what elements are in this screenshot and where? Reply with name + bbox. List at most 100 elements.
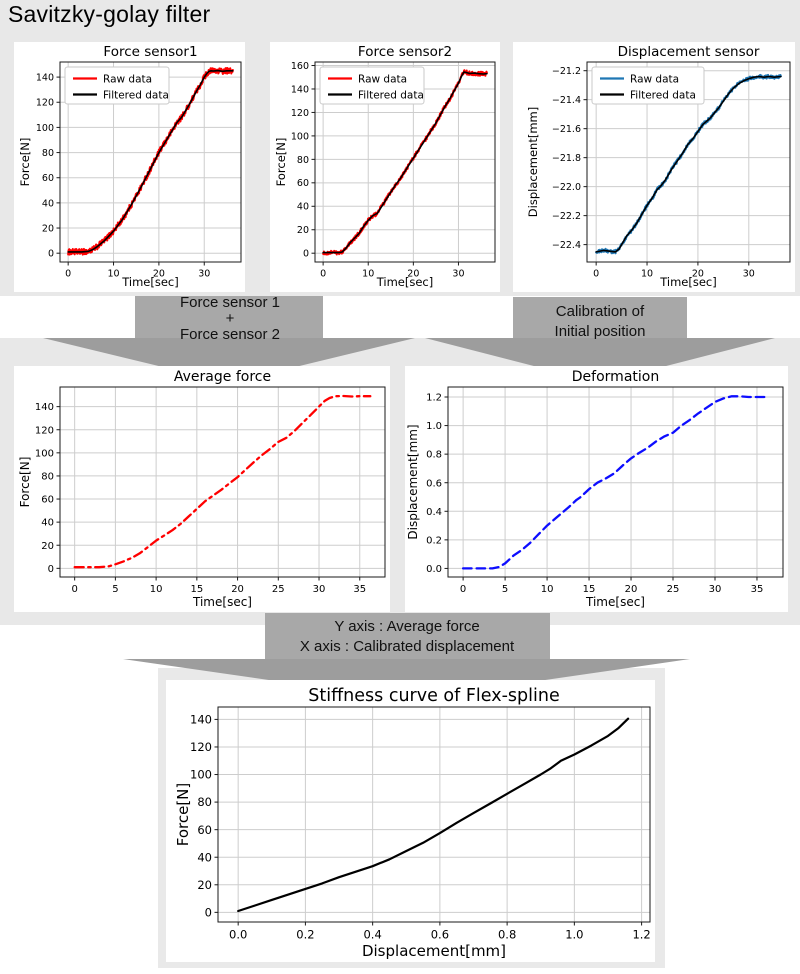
- arrow-sum-label: Force sensor 1 + Force sensor 2: [179, 294, 281, 343]
- arrow-cal-shape: [425, 297, 775, 383]
- y-tick-label: 0.8: [426, 450, 442, 461]
- y-tick-label: 60: [41, 495, 54, 506]
- stiffness-curve-chart: 0.0 0.2 0.4 0.6 0.8 1.0 1.2 0 20 40 60 80 100 120 140 S…: [174, 686, 651, 960]
- y-tick-label: 60: [42, 173, 54, 184]
- y-tick-label: 100: [35, 448, 54, 459]
- deformation-series-deformation: [461, 395, 770, 570]
- x-tick-label: 20: [692, 269, 704, 280]
- x-tick-label: 20: [625, 584, 638, 595]
- y-tick-label: 40: [42, 198, 54, 209]
- y-axis-label: Force[N]: [18, 138, 32, 187]
- y-axis-label: Displacement[mm]: [526, 107, 540, 217]
- x-tick-label: 0.2: [296, 928, 314, 942]
- y-tick-label: −22.2: [552, 211, 581, 222]
- chart-title: Average force: [174, 369, 271, 385]
- chart-title: Stiffness curve of Flex-spline: [308, 686, 559, 706]
- force-sensor1-figure: 0 10 20 30 0 20 40 60 80 100 120 140 Force sensor1 Ti…: [14, 42, 245, 292]
- force-sensor1-series-filtered-data: [67, 69, 234, 253]
- y-tick-label: 20: [297, 225, 309, 236]
- y-tick-label: −21.4: [552, 95, 581, 106]
- arrow-map-body: [265, 613, 550, 659]
- x-tick-label: 5: [502, 584, 508, 595]
- y-tick-label: 0.2: [426, 535, 442, 546]
- y-tick-label: 100: [36, 123, 54, 134]
- arrow-cal-polygon: [425, 297, 775, 383]
- x-tick-label: 1.2: [632, 928, 650, 942]
- stiffness-curve-series-stiffness: [237, 717, 630, 913]
- stiffness-curve-figure: 0.0 0.2 0.4 0.6 0.8 1.0 1.2 0 20 40 60 80 100 120 140 S…: [166, 680, 655, 962]
- x-tick-label: 35: [353, 584, 366, 595]
- y-tick-label: 20: [42, 223, 54, 234]
- y-axis-label: Force[N]: [274, 138, 288, 187]
- y-tick-label: 0.0: [426, 564, 442, 575]
- x-tick-label: 15: [190, 584, 203, 595]
- force-sensor2-figure: 0 10 20 30 0 20 40 60 80 100 120 140 160 Force sensor…: [270, 42, 500, 292]
- chart-title: Deformation: [572, 369, 659, 385]
- y-axis-label: Displacement[mm]: [406, 424, 420, 539]
- chart-title: Force sensor1: [103, 44, 197, 60]
- y-tick-label: 0.4: [426, 507, 442, 518]
- legend-label: Raw data: [358, 73, 407, 85]
- x-tick-label: 15: [583, 584, 596, 595]
- force-sensor1-chart: 0 10 20 30 0 20 40 60 80 100 120 140 Force sensor1 Ti…: [18, 44, 242, 289]
- x-tick-label: 0.0: [229, 928, 247, 942]
- force-sensor1-series-raw-data: [67, 66, 234, 256]
- y-tick-label: 140: [36, 73, 54, 84]
- y-tick-label: 80: [197, 795, 212, 809]
- y-tick-label: 40: [297, 202, 309, 213]
- plot-border: [217, 706, 651, 923]
- arrow-sum-body: [135, 296, 323, 338]
- plot-border: [586, 61, 791, 263]
- y-tick-label: 80: [297, 155, 309, 166]
- x-tick-label: 0: [65, 269, 71, 280]
- y-tick-label: −21.2: [552, 66, 581, 77]
- y-axis-label: Force[N]: [18, 457, 32, 508]
- y-tick-label: 1.2: [426, 393, 442, 404]
- y-tick-label: 120: [36, 98, 54, 109]
- legend-label: Raw data: [103, 73, 152, 85]
- y-tick-label: 60: [197, 823, 212, 837]
- y-tick-label: 0: [48, 564, 54, 575]
- x-tick-label: 0.8: [498, 928, 516, 942]
- x-tick-label: 0: [71, 584, 77, 595]
- y-tick-label: 120: [190, 740, 212, 754]
- deformation-figure: 0 5 10 15 20 25 30 35 0.0 0.2 0.4 0.6 0.8 1.0 1.2 Defor…: [405, 366, 788, 612]
- x-tick-label: 30: [452, 269, 464, 280]
- legend-label: Filtered data: [103, 89, 169, 101]
- y-tick-label: 100: [190, 768, 212, 782]
- displacement-sensor-chart: 0 10 20 30 −22.4 −22.2 −22.0 −21.8 −21.6 −21.4 −21…: [526, 44, 791, 289]
- plot-border: [314, 61, 496, 263]
- y-tick-label: 60: [297, 178, 309, 189]
- x-axis-label: Time[sec]: [376, 275, 434, 289]
- force-sensor2-series-filtered-data: [322, 71, 488, 254]
- chart-title: Force sensor2: [358, 44, 452, 60]
- y-tick-label: 20: [41, 541, 54, 552]
- average-force-chart: 0 5 10 15 20 25 30 35 0 20 40 60 80 100 120 140 Average …: [18, 369, 386, 609]
- x-tick-label: 1.0: [565, 928, 583, 942]
- displacement-sensor-figure: 0 10 20 30 −22.4 −22.2 −22.0 −21.8 −21.6 −21.4 −21…: [513, 42, 795, 292]
- x-tick-label: 10: [362, 269, 374, 280]
- x-tick-label: 35: [751, 584, 764, 595]
- average-force-figure: 0 5 10 15 20 25 30 35 0 20 40 60 80 100 120 140 Average …: [14, 366, 390, 612]
- x-tick-label: 25: [667, 584, 680, 595]
- y-tick-label: 0.6: [426, 478, 442, 489]
- y-tick-label: 40: [197, 850, 212, 864]
- legend-label: Filtered data: [630, 89, 696, 101]
- displacement-sensor-series-filtered-data: [595, 75, 782, 253]
- x-tick-label: 30: [709, 584, 722, 595]
- x-tick-label: 20: [407, 269, 419, 280]
- x-tick-label: 30: [313, 584, 326, 595]
- y-tick-label: 0: [48, 249, 54, 260]
- legend-label: Raw data: [630, 73, 679, 85]
- x-tick-label: 20: [231, 584, 244, 595]
- deformation-chart: 0 5 10 15 20 25 30 35 0.0 0.2 0.4 0.6 0.8 1.0 1.2 Defor…: [406, 369, 784, 609]
- plot-border: [59, 386, 386, 578]
- x-axis-label: Time[sec]: [121, 275, 179, 289]
- y-tick-label: −22.4: [552, 240, 581, 251]
- y-axis-label: Force[N]: [174, 783, 192, 847]
- y-tick-label: −22.0: [552, 182, 581, 193]
- page-title: Savitzky-golay filter: [8, 1, 211, 27]
- y-tick-label: 20: [197, 878, 212, 892]
- x-tick-label: 30: [198, 269, 210, 280]
